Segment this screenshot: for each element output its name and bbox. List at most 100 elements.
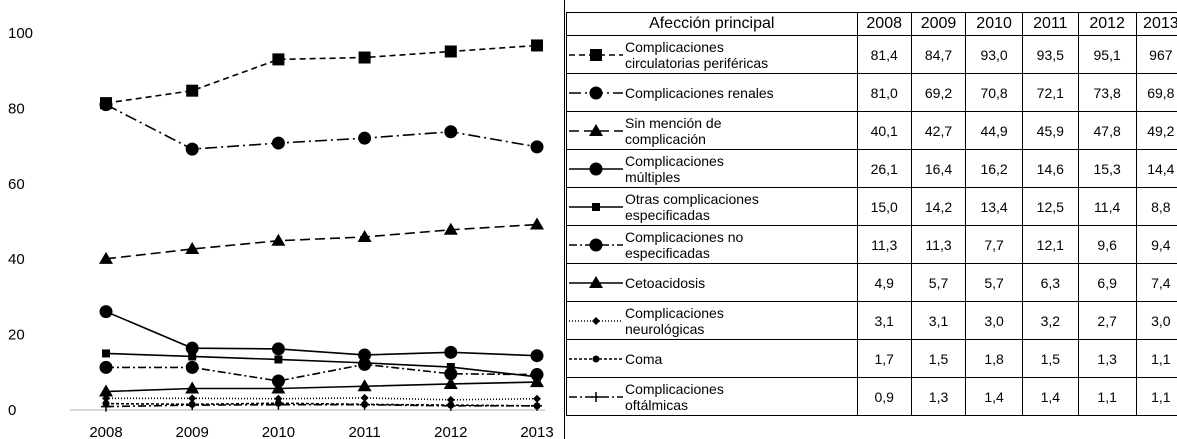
- table-row: Complicaciones circulatorias periféricas 8…: [566, 35, 1177, 74]
- value-cell: 69,8: [1135, 73, 1177, 112]
- data-point: [99, 360, 113, 374]
- value-cell: 0,9: [856, 377, 912, 416]
- value-cell: 9,6: [1077, 225, 1137, 264]
- legend-swatch: [569, 48, 623, 61]
- data-point: [358, 348, 372, 362]
- data-point: [271, 381, 286, 394]
- value-cell: 3,1: [910, 301, 967, 340]
- header-cell: Afección principal: [566, 12, 858, 36]
- value-cell: 44,9: [965, 111, 1024, 150]
- data-point: [533, 372, 541, 381]
- legend-swatch: [569, 202, 623, 211]
- value-cell: 1,1: [1135, 339, 1177, 378]
- value-cell: 42,7: [910, 111, 967, 150]
- value-cell: 47,8: [1077, 111, 1137, 150]
- value-cell: 72,1: [1022, 73, 1079, 112]
- series-path: [105, 103, 538, 150]
- row-label-line: Complicaciones renales: [625, 84, 774, 101]
- y-tick-label: 40: [8, 251, 25, 268]
- value-cell: 3,0: [965, 301, 1024, 340]
- legend-swatch: [569, 316, 623, 325]
- legend-swatch-marker: [589, 86, 603, 99]
- data-point: [443, 376, 458, 389]
- data-point: [361, 400, 369, 408]
- series-label-cell: Complicaciones no especificadas: [566, 225, 858, 264]
- data-point: [99, 384, 113, 397]
- value-cell: 11,3: [910, 225, 967, 264]
- data-point: [447, 401, 455, 409]
- series-line: [102, 349, 541, 381]
- value-cell: 1,8: [965, 339, 1024, 378]
- series-path: [105, 402, 538, 407]
- series-line: [99, 375, 544, 397]
- data-point: [360, 393, 369, 402]
- value-cell: 93,0: [965, 35, 1024, 74]
- series-path: [105, 223, 538, 260]
- value-cell: 26,1: [856, 149, 912, 188]
- value-cell: 6,3: [1022, 263, 1079, 302]
- value-cell: 69,2: [910, 73, 967, 112]
- legend-swatch-marker: [592, 355, 600, 362]
- legend-swatch-marker: [591, 391, 601, 402]
- series-line: [99, 98, 544, 156]
- data-point: [444, 45, 457, 58]
- value-cell: 70,8: [965, 73, 1024, 112]
- data-point: [271, 136, 285, 150]
- line-chart-panel: 0 20 40 60 80 100 2008 2009 2010 2011 2012 2013: [0, 0, 565, 439]
- series-line: [102, 399, 541, 410]
- value-cell: 1,4: [1022, 377, 1079, 416]
- data-point: [274, 399, 282, 407]
- legend-swatch: [569, 275, 623, 288]
- legend-swatch: [569, 355, 623, 362]
- row-label-line: Complicaciones: [625, 38, 724, 55]
- line-chart: 0 20 40 60 80 100 2008 2009 2010 2011 2012 2013: [8, 25, 554, 439]
- table-header-row: Afección principal 2008 2009 2010 2011 2…: [566, 12, 1177, 36]
- table-row: Complicaciones múltiples 26,1 16,4 16,2 14,6 1…: [566, 149, 1177, 188]
- data-table: Afección principal 2008 2009 2010 2011 2…: [566, 12, 1177, 416]
- data-point: [185, 242, 200, 255]
- data-point: [186, 84, 199, 97]
- row-label-line: Otras complicaciones: [625, 190, 759, 207]
- value-cell: 1,1: [1135, 377, 1177, 416]
- legend-swatch-marker: [592, 316, 600, 325]
- row-label-line: neurológicas: [625, 320, 705, 337]
- table-row: Coma 1,7 1,5 1,8 1,5 1,3 1,1: [566, 339, 1177, 378]
- data-point: [444, 125, 458, 139]
- x-tick-label: 2009: [176, 424, 209, 439]
- value-cell: 40,1: [856, 111, 912, 150]
- row-label-line: circulatorias periféricas: [625, 54, 769, 71]
- row-label-line: oftálmicas: [625, 396, 689, 413]
- value-cell: 1,5: [910, 339, 967, 378]
- value-cell: 11,3: [856, 225, 912, 264]
- data-point: [443, 222, 458, 235]
- x-tick-label: 2012: [434, 424, 467, 439]
- value-cell: 1,3: [910, 377, 967, 416]
- legend-swatch: [569, 123, 623, 136]
- data-point: [102, 400, 110, 408]
- value-cell: 12,5: [1022, 187, 1079, 226]
- data-point: [531, 39, 543, 52]
- header-cell: 2012: [1077, 12, 1137, 36]
- value-cell: 8,8: [1135, 187, 1177, 226]
- value-cell: 49,2: [1135, 111, 1177, 150]
- data-point: [444, 345, 458, 359]
- value-cell: 13,4: [965, 187, 1024, 226]
- legend-swatch: [569, 391, 623, 402]
- value-cell: 14,6: [1022, 149, 1079, 188]
- table-row: Sin mención de complicación 40,1 42,7 44,9 45…: [566, 111, 1177, 150]
- row-label-line: especificadas: [625, 206, 710, 223]
- value-cell: 3,2: [1022, 301, 1079, 340]
- series-path: [105, 310, 538, 357]
- value-cell: 95,1: [1077, 35, 1137, 74]
- table-row: Complicaciones oftálmicas 0,9 1,3 1,4 1,4 1,1 1…: [566, 377, 1177, 416]
- data-point: [99, 305, 113, 319]
- value-cell: 5,7: [965, 263, 1024, 302]
- series-label-cell: Otras complicaciones especificadas: [566, 187, 858, 226]
- table-row: Cetoacidosis 4,9 5,7 5,7 6,3 6,9 7,4: [566, 263, 1177, 302]
- value-cell: 7,7: [965, 225, 1024, 264]
- data-point: [274, 355, 283, 364]
- data-table-panel: Afección principal 2008 2009 2010 2011 2…: [566, 12, 1177, 439]
- y-tick-label: 20: [8, 327, 25, 344]
- value-cell: 15,0: [856, 187, 912, 226]
- series-path: [106, 363, 538, 382]
